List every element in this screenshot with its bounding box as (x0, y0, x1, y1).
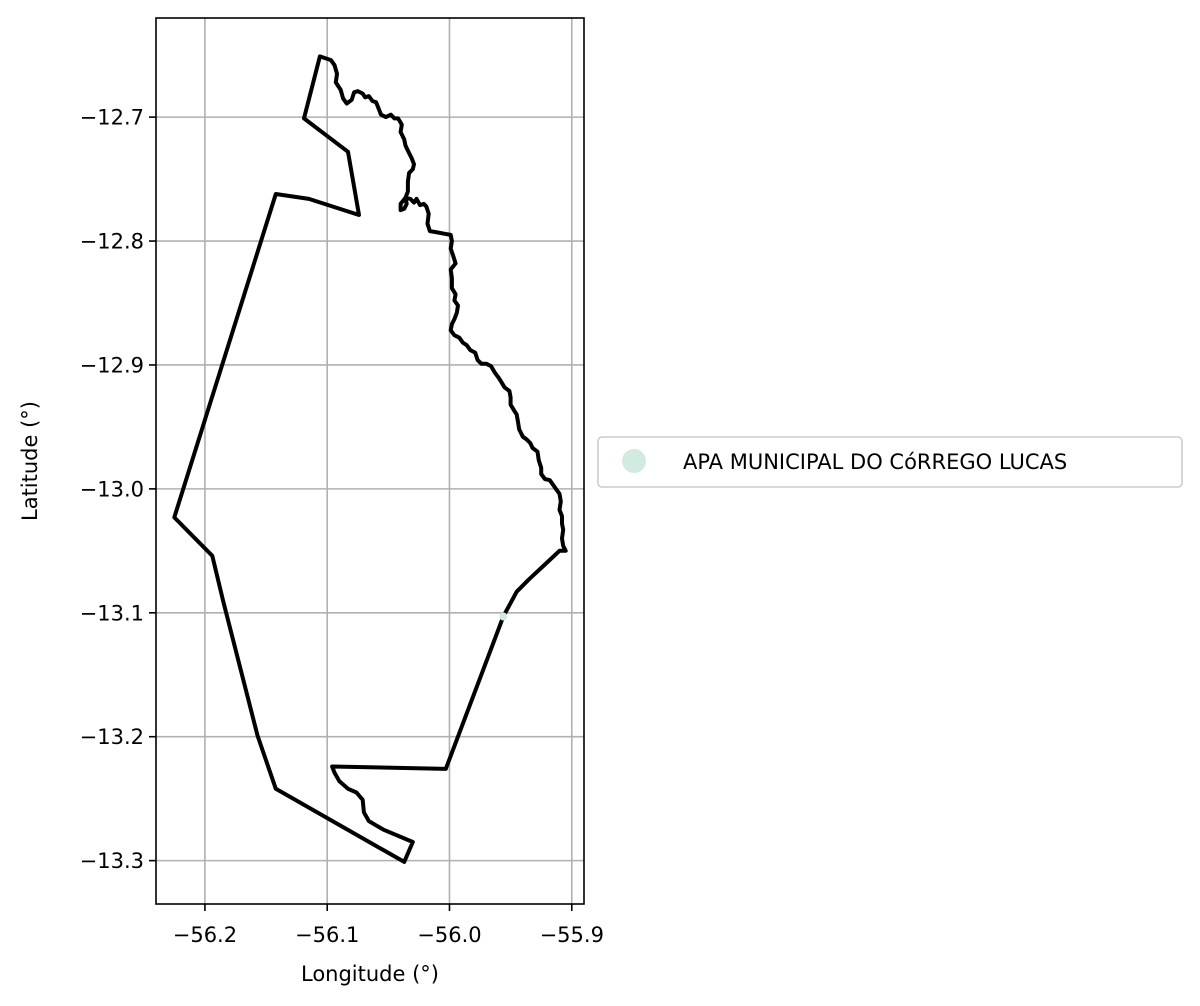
y-axis-label: Latitude (°) (18, 401, 42, 521)
map-shapes (172, 54, 568, 864)
plot-background (156, 18, 584, 904)
x-axis-label: Longitude (°) (301, 962, 439, 986)
area-boundary-outline (172, 54, 568, 864)
axes-frame (155, 17, 585, 905)
x-axis-ticks: −56.2 −56.1 −56.0 −55.9 (173, 904, 604, 947)
y-axis-ticks: −12.7 −12.8 −12.9 −13.0 −13.1 −13.2 −13.3 (80, 106, 156, 873)
x-tick-label: −56.1 (295, 923, 359, 947)
area-marker-point (499, 612, 508, 621)
legend-box (597, 436, 1183, 488)
legend-label: APA MUNICIPAL DO CóRREGO LUCAS (683, 450, 1067, 474)
x-tick-label: −55.9 (540, 923, 604, 947)
x-tick-label: −56.0 (417, 923, 481, 947)
legend: APA MUNICIPAL DO CóRREGO LUCAS (597, 436, 1183, 488)
y-tick-label: −13.0 (80, 477, 144, 501)
y-tick-label: −13.2 (80, 725, 144, 749)
y-tick-label: −12.9 (80, 353, 144, 377)
y-tick-label: −13.3 (80, 849, 144, 873)
grid-lines (156, 18, 584, 904)
plot-area (155, 17, 585, 905)
legend-marker (622, 449, 646, 473)
y-tick-label: −13.1 (80, 601, 144, 625)
y-tick-label: −12.7 (80, 106, 144, 130)
y-tick-label: −12.8 (80, 230, 144, 254)
x-tick-label: −56.2 (173, 923, 237, 947)
